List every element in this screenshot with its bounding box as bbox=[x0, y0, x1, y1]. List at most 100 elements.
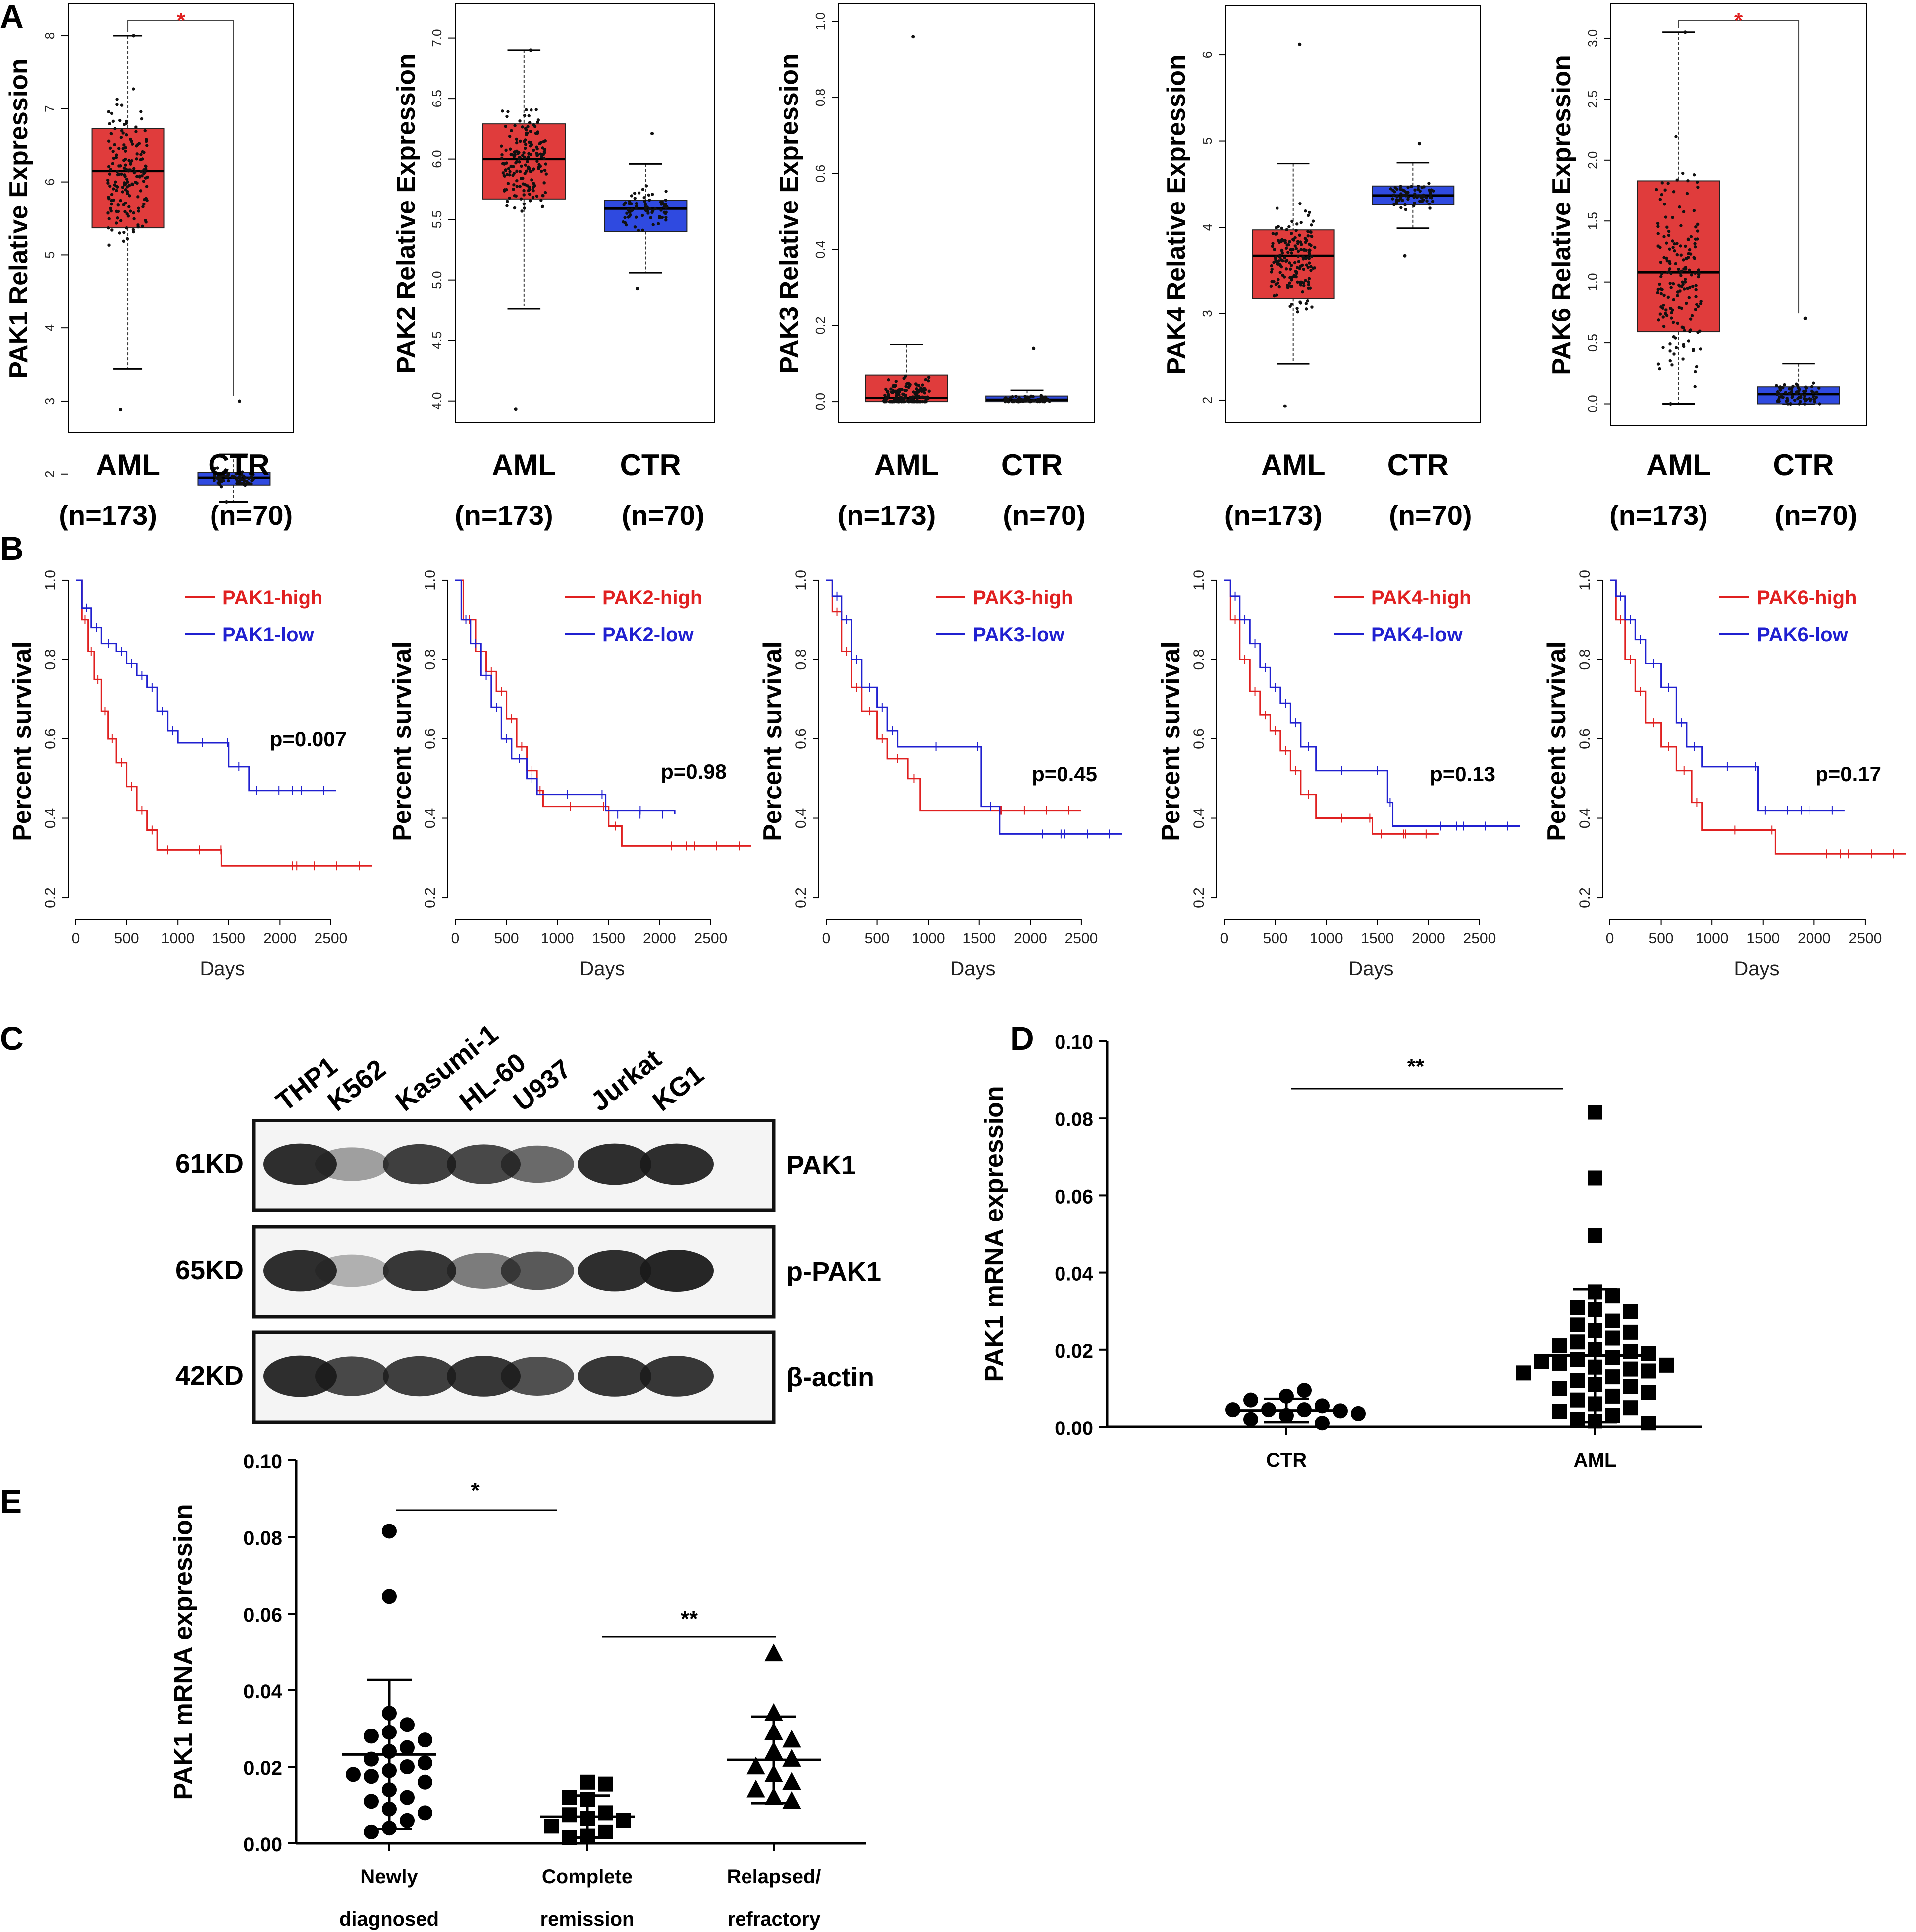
data-point bbox=[346, 1767, 361, 1782]
data-point bbox=[1278, 271, 1282, 274]
data-point bbox=[1665, 259, 1669, 263]
data-point bbox=[216, 466, 219, 470]
y-tick-label: 1.0 bbox=[42, 570, 59, 591]
data-point bbox=[1011, 400, 1015, 404]
data-point bbox=[580, 1774, 595, 1790]
data-point bbox=[243, 483, 247, 487]
data-point bbox=[510, 129, 513, 132]
data-point bbox=[1690, 314, 1694, 317]
data-point bbox=[1274, 255, 1278, 259]
data-point bbox=[1299, 283, 1303, 287]
data-point bbox=[535, 159, 539, 163]
data-point bbox=[115, 189, 118, 192]
data-point bbox=[1311, 266, 1315, 270]
legend-low-label: PAK4-low bbox=[1371, 624, 1463, 646]
data-point bbox=[115, 185, 119, 188]
data-point bbox=[132, 167, 136, 171]
data-point bbox=[1588, 1105, 1602, 1120]
data-point bbox=[122, 181, 126, 185]
data-point bbox=[518, 156, 522, 159]
data-point bbox=[1288, 305, 1292, 308]
data-point bbox=[1699, 347, 1703, 351]
data-point bbox=[1023, 398, 1027, 401]
group-n-aml: (n=173) bbox=[455, 500, 553, 531]
data-point bbox=[400, 1813, 415, 1828]
data-point bbox=[1286, 251, 1290, 254]
data-point bbox=[115, 98, 119, 101]
data-point bbox=[921, 383, 924, 387]
data-point bbox=[1302, 284, 1306, 288]
data-point bbox=[502, 174, 506, 178]
data-point bbox=[1654, 188, 1658, 192]
data-point bbox=[1691, 285, 1695, 288]
x-category-label: CTR bbox=[1266, 1449, 1307, 1471]
data-point bbox=[139, 158, 143, 162]
data-point bbox=[1307, 280, 1310, 284]
data-point bbox=[515, 179, 519, 183]
data-point bbox=[911, 35, 915, 39]
data-point bbox=[1306, 229, 1310, 233]
aml-points bbox=[500, 48, 548, 411]
data-point bbox=[634, 215, 638, 219]
p-value: p=0.98 bbox=[661, 760, 727, 783]
data-point bbox=[1413, 201, 1416, 205]
data-point bbox=[897, 393, 901, 397]
lane-label: THP1 bbox=[270, 1051, 343, 1117]
data-point bbox=[501, 109, 504, 113]
data-point bbox=[529, 48, 532, 52]
data-point bbox=[912, 400, 916, 404]
data-point bbox=[106, 181, 110, 185]
data-point bbox=[1017, 400, 1021, 404]
y-tick-label: 1.5 bbox=[1585, 212, 1600, 230]
data-point bbox=[1689, 235, 1693, 238]
data-point bbox=[1778, 385, 1782, 389]
data-point bbox=[142, 203, 146, 206]
data-point bbox=[1280, 239, 1283, 243]
data-point bbox=[1669, 286, 1673, 289]
data-point bbox=[130, 182, 134, 186]
data-point bbox=[1780, 393, 1783, 397]
data-point bbox=[1290, 219, 1294, 223]
y-tick-label: 5.5 bbox=[429, 210, 444, 228]
blot-row-actin: 42KD β-actin bbox=[175, 1330, 874, 1424]
data-point bbox=[1658, 246, 1662, 249]
data-point bbox=[115, 170, 119, 173]
legend-low-label: PAK3-low bbox=[973, 624, 1065, 646]
data-point bbox=[1776, 393, 1779, 396]
blot-band bbox=[578, 1356, 651, 1397]
data-point bbox=[1570, 1300, 1585, 1315]
data-point bbox=[643, 203, 647, 206]
data-point bbox=[1271, 232, 1275, 235]
data-point bbox=[1672, 190, 1676, 194]
data-point bbox=[664, 215, 668, 219]
data-point bbox=[1660, 272, 1664, 276]
data-point bbox=[907, 400, 910, 404]
data-point bbox=[1683, 280, 1687, 284]
data-point bbox=[122, 239, 126, 243]
y-tick-label: 4.0 bbox=[429, 392, 444, 410]
data-point bbox=[1516, 1365, 1531, 1381]
data-point bbox=[914, 382, 918, 386]
data-point bbox=[901, 392, 905, 396]
data-point bbox=[912, 390, 915, 394]
data-point bbox=[1775, 384, 1778, 387]
data-point bbox=[145, 144, 149, 147]
data-point bbox=[500, 153, 504, 157]
data-point bbox=[1697, 275, 1700, 279]
data-point bbox=[1641, 1385, 1656, 1400]
data-point bbox=[400, 1759, 415, 1774]
data-point bbox=[1662, 256, 1666, 260]
molecular-weight-label: 42KD bbox=[175, 1361, 244, 1391]
x-tick-label: 0 bbox=[1220, 930, 1229, 947]
y-tick-label: 3 bbox=[42, 398, 57, 405]
data-point bbox=[1686, 179, 1690, 183]
data-point bbox=[1307, 286, 1310, 290]
data-point bbox=[132, 34, 136, 38]
data-point bbox=[1671, 282, 1675, 286]
data-point bbox=[227, 479, 230, 483]
data-point bbox=[1799, 393, 1803, 396]
data-point bbox=[1695, 303, 1699, 306]
data-point bbox=[1641, 1363, 1656, 1379]
data-point bbox=[1285, 259, 1289, 262]
